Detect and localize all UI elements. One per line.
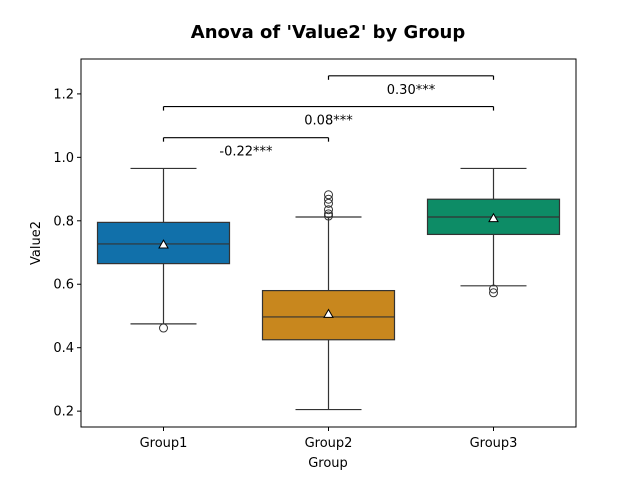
- y-tick-label: 1.2: [53, 87, 74, 102]
- mean-marker: [323, 308, 334, 318]
- bracket-label: 0.08***: [304, 114, 353, 129]
- significance-bracket: -0.22***: [162, 137, 330, 160]
- chart-title: Anova of 'Value2' by Group: [191, 22, 466, 43]
- bracket-label: 0.30***: [387, 83, 436, 98]
- outlier-point: [324, 198, 333, 208]
- x-tick-label: Group3: [470, 436, 518, 451]
- mean-marker: [158, 239, 169, 249]
- outlier-point: [489, 288, 498, 298]
- x-axis-label: Group: [308, 456, 348, 471]
- outlier-point: [489, 284, 498, 294]
- y-tick-label: 0.4: [53, 341, 74, 356]
- plot-area: -0.22*** 0.08*** 0.30***: [96, 75, 561, 411]
- outlier-point: [324, 209, 333, 219]
- bracket-label: -0.22***: [219, 145, 273, 160]
- outlier-point: [324, 211, 333, 221]
- significance-bracket: 0.08***: [162, 105, 495, 129]
- y-tick-label: 0.8: [53, 214, 74, 229]
- y-tick-label: 0.6: [53, 278, 74, 293]
- y-tick-label: 0.2: [53, 405, 74, 420]
- y-tick-label: 1.0: [53, 151, 74, 166]
- outlier-point: [159, 323, 168, 333]
- outlier-point: [324, 194, 333, 204]
- x-tick-label: Group1: [140, 436, 188, 451]
- x-tick-label: Group2: [305, 436, 353, 451]
- outlier-point: [324, 205, 333, 215]
- box-group1: [96, 167, 231, 333]
- y-axis-label: Value2: [29, 221, 44, 265]
- mean-marker: [488, 212, 499, 223]
- significance-bracket: 0.30***: [327, 75, 495, 98]
- box-group2: [261, 190, 396, 411]
- outlier-point: [324, 190, 333, 200]
- box-group3: [426, 167, 561, 298]
